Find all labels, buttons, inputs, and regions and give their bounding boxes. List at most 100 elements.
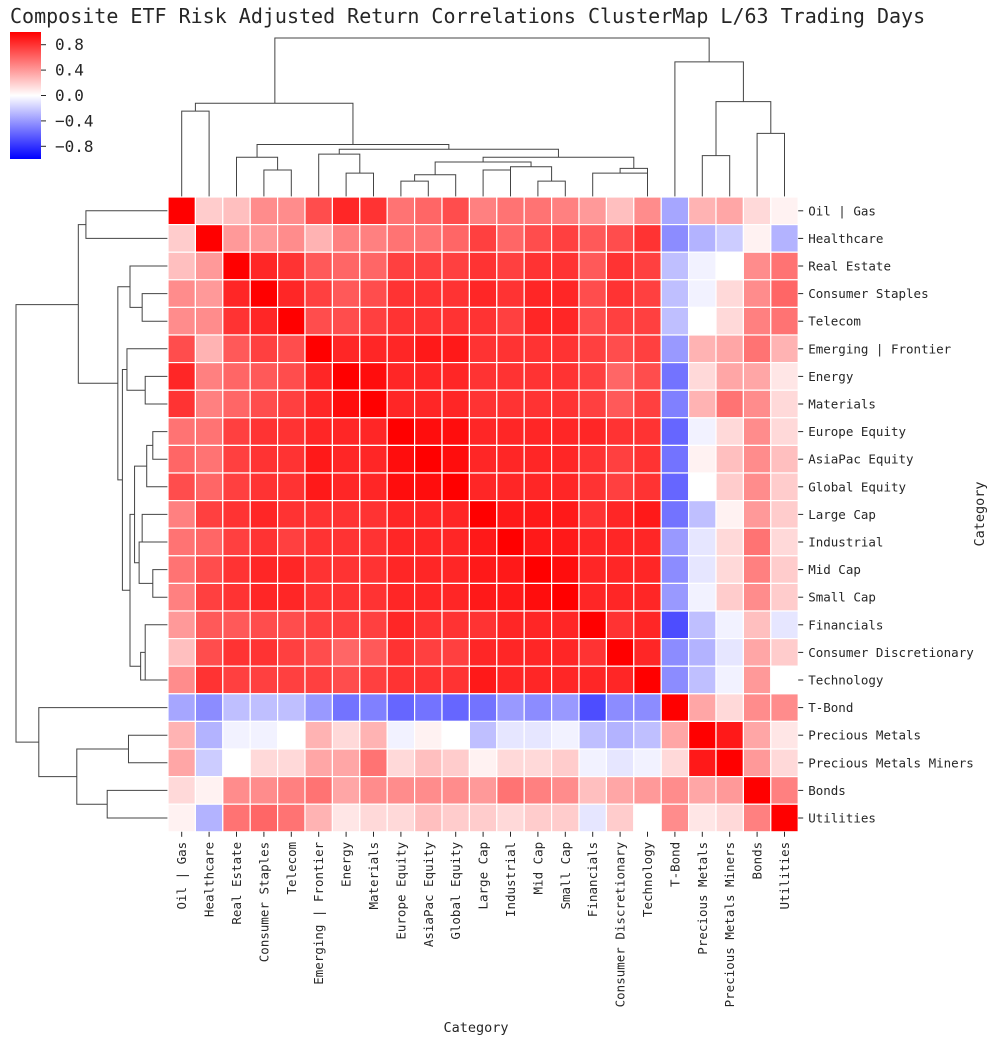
heatmap-cell-bonds--precious-metals <box>687 775 717 805</box>
heatmap-cell-industrial--bonds <box>742 527 772 557</box>
row-dendrogram <box>15 210 168 819</box>
column-dendrogram-link-2 <box>482 169 511 197</box>
heatmap-cell-energy--precious-metals <box>687 362 717 391</box>
heatmap-cell-energy--europe-equity <box>386 362 416 391</box>
heatmap-cell-global-equity--healthcare <box>194 472 224 502</box>
heatmap-cell-small-cap--healthcare <box>194 582 224 612</box>
row-dendrogram-link-10 <box>126 348 168 391</box>
heatmap-cell-real-estate--real-estate <box>222 251 251 281</box>
heatmap-cell-small-cap--europe-equity <box>386 582 416 612</box>
heatmap-cell-consumer-discretionary--real-estate <box>222 637 251 667</box>
column-dendrogram <box>181 37 785 197</box>
heatmap-cell-asiapac-equity--consumer-discretionary <box>605 444 635 474</box>
col-label-consumer-staples: Consumer Staples <box>256 842 271 962</box>
heatmap-cell-real-estate--technology <box>633 251 662 281</box>
column-dendrogram-link-21 <box>274 37 710 104</box>
heatmap-cell-industrial--small-cap <box>550 527 580 557</box>
heatmap-cell-asiapac-equity--mid-cap <box>523 444 553 474</box>
heatmap-cell-large-cap--oil-gas <box>167 500 196 529</box>
heatmap-cell-technology--large-cap <box>468 665 498 695</box>
heatmap-cell-industrial--energy <box>331 527 361 557</box>
col-label-bonds: Bonds <box>750 842 765 880</box>
heatmap-cell-small-cap--telecom <box>277 582 306 612</box>
row-label-energy: Energy <box>808 369 854 384</box>
heatmap-cell-global-equity--utilities <box>770 472 799 502</box>
heatmap-cell-industrial--oil-gas <box>167 527 196 557</box>
heatmap-cell-precious-metals-miners--small-cap <box>550 748 580 778</box>
heatmap-cell-consumer-staples--industrial <box>496 279 525 308</box>
heatmap-cell-healthcare--emerging-frontier <box>304 224 333 253</box>
heatmap-cell-global-equity--small-cap <box>550 472 580 502</box>
row-dendrogram-link-4 <box>138 541 153 584</box>
heatmap-cell-consumer-staples--energy <box>331 279 361 308</box>
heatmap-cell-precious-metals--energy <box>331 720 361 750</box>
heatmap-cell-bonds--technology <box>633 775 662 805</box>
colorbar-tick-label: −0.4 <box>55 111 94 130</box>
heatmap-cell-t-bond--consumer-staples <box>249 693 279 722</box>
col-label-oil-gas: Oil | Gas <box>174 842 189 910</box>
heatmap-cell-real-estate--consumer-staples <box>249 251 279 281</box>
heatmap-cell-t-bond--mid-cap <box>523 693 553 722</box>
heatmap-cell-energy--precious-metals-miners <box>715 362 744 391</box>
heatmap-cell-emerging-frontier--telecom <box>277 334 306 364</box>
heatmap-cell-real-estate--energy <box>331 251 361 281</box>
heatmap-cell-utilities--financials <box>578 803 607 833</box>
heatmap-cell-telecom--bonds <box>742 306 772 336</box>
heatmap-cell-real-estate--global-equity <box>441 251 470 281</box>
heatmap-cell-mid-cap--real-estate <box>222 555 251 584</box>
column-dendrogram-link-4 <box>510 166 553 182</box>
heatmap-cell-emerging-frontier--large-cap <box>468 334 498 364</box>
heatmap-cell-bonds--consumer-discretionary <box>605 775 635 805</box>
heatmap-cell-mid-cap--precious-metals <box>687 555 717 584</box>
heatmap-cell-europe-equity--real-estate <box>222 417 251 446</box>
heatmap-cell-utilities--emerging-frontier <box>304 803 333 833</box>
heatmap-cell-large-cap--t-bond <box>660 500 690 529</box>
heatmap-cell-technology--mid-cap <box>523 665 553 695</box>
heatmap-cell-global-equity--global-equity <box>441 472 470 502</box>
row-dendrogram-link-13 <box>129 265 168 308</box>
heatmap-cell-small-cap--precious-metals <box>687 582 717 612</box>
heatmap-cell-asiapac-equity--bonds <box>742 444 772 474</box>
heatmap-cell-precious-metals--emerging-frontier <box>304 720 333 750</box>
row-dendrogram-link-18 <box>106 789 168 819</box>
heatmap-cell-oil-gas--telecom <box>277 196 306 226</box>
heatmap-cell-consumer-staples--real-estate <box>222 279 251 308</box>
heatmap-cell-utilities--mid-cap <box>523 803 553 833</box>
heatmap-cell-precious-metals-miners--global-equity <box>441 748 470 778</box>
heatmap-cell-large-cap--mid-cap <box>523 500 553 529</box>
heatmap-cell-energy--healthcare <box>194 362 224 391</box>
heatmap-cell-real-estate--consumer-discretionary <box>605 251 635 281</box>
heatmap-cell-precious-metals-miners--healthcare <box>194 748 224 778</box>
heatmap-cell-technology--telecom <box>277 665 306 695</box>
heatmap-cell-materials--t-bond <box>660 389 690 419</box>
heatmap-cell-financials--global-equity <box>441 610 470 640</box>
heatmap-cell-large-cap--small-cap <box>550 500 580 529</box>
heatmap-cell-utilities--utilities <box>770 803 799 833</box>
heatmap-cell-telecom--europe-equity <box>386 306 416 336</box>
heatmap-cell-utilities--industrial <box>496 803 525 833</box>
heatmap-cell-industrial--utilities <box>770 527 799 557</box>
heatmap-cell-healthcare--energy <box>331 224 361 253</box>
heatmap-cell-global-equity--consumer-discretionary <box>605 472 635 502</box>
heatmap-cell-technology--technology <box>633 665 662 695</box>
heatmap-cell-precious-metals-miners--bonds <box>742 748 772 778</box>
heatmap-cell-telecom--asiapac-equity <box>414 306 443 336</box>
heatmap-cell-financials--consumer-discretionary <box>605 610 635 640</box>
heatmap-cell-global-equity--europe-equity <box>386 472 416 502</box>
heatmap-cell-precious-metals-miners--emerging-frontier <box>304 748 333 778</box>
heatmap-cell-emerging-frontier--real-estate <box>222 334 251 364</box>
heatmap-cell-telecom--healthcare <box>194 306 224 336</box>
heatmap-cell-precious-metals--technology <box>633 720 662 750</box>
colorbar-tick-label: 0.4 <box>55 61 84 80</box>
heatmap-cell-large-cap--global-equity <box>441 500 470 529</box>
heatmap-cell-healthcare--real-estate <box>222 224 251 253</box>
heatmap-cell-utilities--energy <box>331 803 361 833</box>
heatmap-cell-utilities--large-cap <box>468 803 498 833</box>
row-dendrogram-link-0 <box>152 431 168 460</box>
heatmap-cell-materials--technology <box>633 389 662 419</box>
heatmap-cell-materials--small-cap <box>550 389 580 419</box>
heatmap-cell-technology--materials <box>359 665 388 695</box>
heatmap-cell-materials--energy <box>331 389 361 419</box>
row-dendrogram-link-21 <box>15 304 79 743</box>
heatmap-cell-t-bond--small-cap <box>550 693 580 722</box>
